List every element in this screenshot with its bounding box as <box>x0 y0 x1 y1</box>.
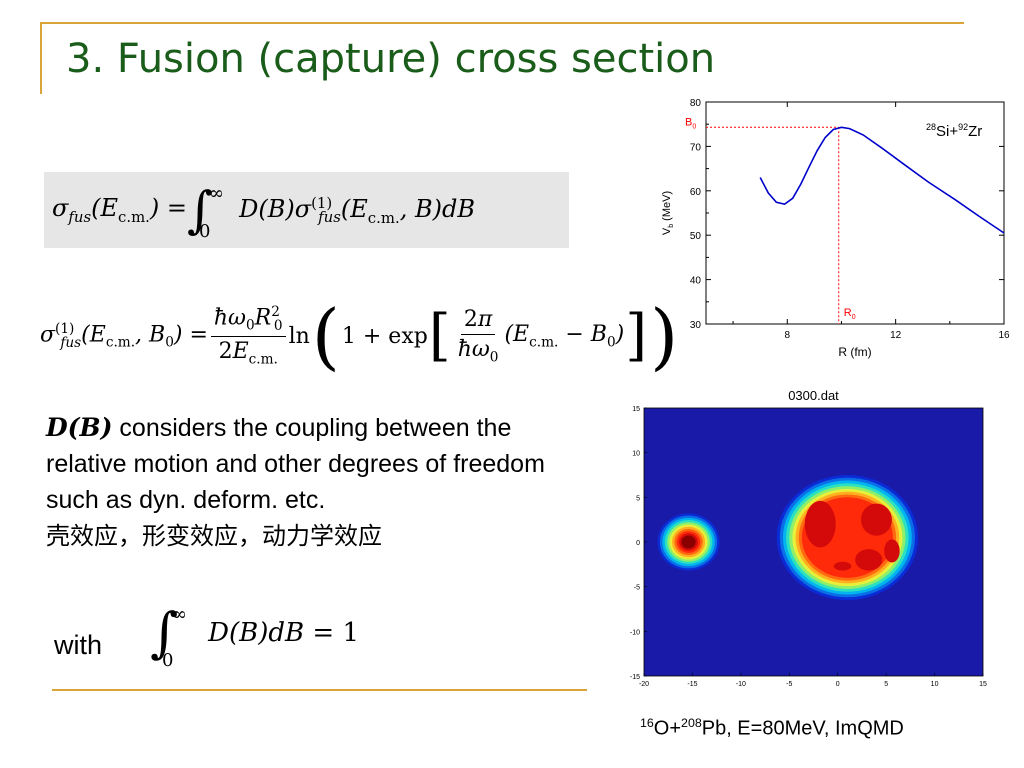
d-of-b-symbol: D(B) <box>46 413 113 442</box>
caption-oxygen: O+ <box>653 717 682 740</box>
y-tick-label: 30 <box>690 320 702 331</box>
equation-wong-formula: σ(1)fus(Ec.m., B0) = ħω0R20 2Ec.m. ln ( 1… <box>40 294 679 378</box>
slide-title: 3. Fusion (capture) cross section <box>66 36 716 82</box>
chinese-effects-line: 壳效应，形变效应，动力学效应 <box>46 522 382 550</box>
projectile-contour <box>681 535 696 549</box>
equation-normalization: ∫ ∞ 0 D(B)dB = 1 <box>150 601 359 671</box>
x-tick-label: 0 <box>836 681 840 688</box>
x-tick-label: 8 <box>784 330 790 341</box>
target-dense-region <box>855 549 883 571</box>
description-text: considers the coupling between the relat… <box>46 414 545 514</box>
x-tick-label: 5 <box>884 681 888 688</box>
x-tick-label: 12 <box>890 330 902 341</box>
heatmap-title: 0300.dat <box>788 388 839 403</box>
series-label: 28Si+92Zr <box>926 122 982 140</box>
y-axis-label: Vb (MeV) <box>661 191 675 235</box>
description-paragraph: D(B) considers the coupling between the … <box>46 410 591 554</box>
x-tick-label: 15 <box>979 681 987 688</box>
x-tick-label: -5 <box>786 681 792 688</box>
y-tick-label: 0 <box>636 540 640 547</box>
caption-rest: Pb, E=80MeV, ImQMD <box>701 717 904 740</box>
y-tick-label: 15 <box>632 406 640 413</box>
x-tick-label: -15 <box>687 681 697 688</box>
b0-label: B0 <box>685 116 696 130</box>
bottom-accent-line <box>52 689 587 691</box>
caption-sup-208: 208 <box>681 716 702 730</box>
left-accent-line <box>40 22 42 94</box>
y-tick-label: 80 <box>690 98 702 109</box>
plot-frame <box>705 101 1005 325</box>
with-label: with <box>54 630 103 660</box>
barrier-curve <box>759 126 1005 234</box>
y-tick-label: 70 <box>690 142 702 153</box>
target-dense-region <box>804 500 836 548</box>
target-dense-region <box>833 561 852 571</box>
barrier-chart: 30 40 50 60 70 80 8 12 16 B0 R0 28Si+92Zr R (fm) Vb (… <box>661 98 1010 359</box>
x-tick-label: 16 <box>998 330 1010 341</box>
y-tick-label: -15 <box>630 674 640 681</box>
y-tick-label: 40 <box>690 276 702 287</box>
y-tick-label: 50 <box>690 231 702 242</box>
x-tick-label: 10 <box>931 681 939 688</box>
caption-sup-16: 16 <box>640 716 654 730</box>
y-tick-label: -10 <box>630 629 640 636</box>
target-dense-region <box>884 539 900 563</box>
equation-fusion-cross-section: σfus(Ec.m.) = ∫ ∞ 0 D(B)σ(1)fus(Ec.m., B)d… <box>44 172 569 248</box>
y-tick-label: 60 <box>690 187 702 198</box>
x-tick-label: -20 <box>639 681 649 688</box>
target-dense-region <box>860 503 892 536</box>
y-tick-label: 10 <box>632 451 640 458</box>
y-tick-label: -5 <box>634 585 640 592</box>
r0-label: R0 <box>844 307 856 321</box>
y-tick-label: 5 <box>636 495 640 502</box>
x-axis-label: R (fm) <box>838 345 871 359</box>
heatmap-caption: 16O+208Pb, E=80MeV, ImQMD <box>640 716 904 741</box>
top-accent-line <box>40 22 964 24</box>
x-tick-label: -10 <box>736 681 746 688</box>
